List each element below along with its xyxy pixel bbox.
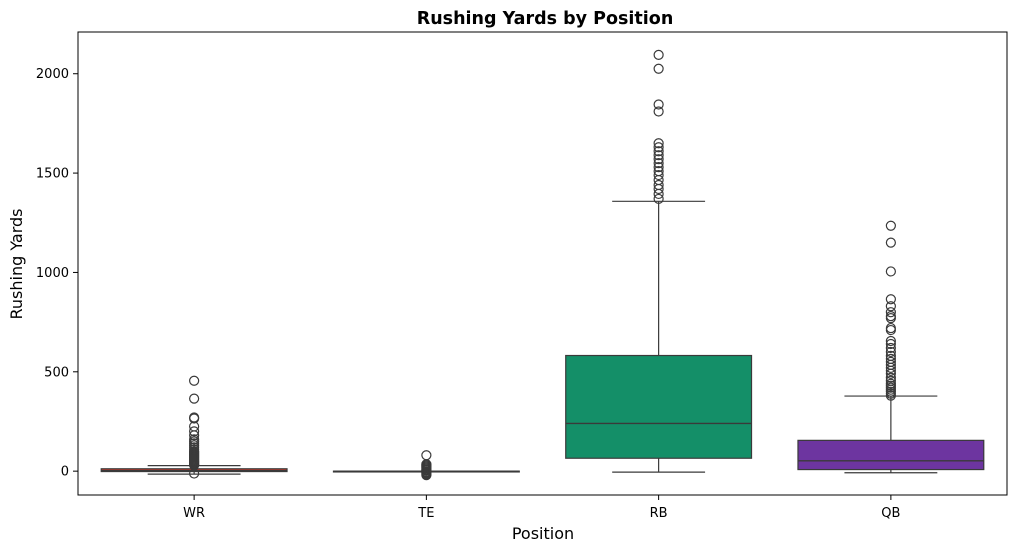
outlier-point	[421, 450, 432, 461]
outlier-point	[653, 158, 664, 169]
box-group-qb	[797, 220, 985, 474]
outlier-point	[885, 237, 896, 248]
outlier-point	[885, 266, 896, 277]
outlier-point	[653, 146, 664, 157]
outlier-point	[885, 322, 896, 334]
box-group-rb	[565, 49, 753, 473]
y-tick-label: 0	[61, 465, 69, 480]
outlier-point	[885, 375, 896, 386]
x-tick-label: TE	[417, 506, 434, 521]
outlier-point	[653, 193, 664, 205]
outlier-point	[653, 154, 664, 165]
outlier-point	[885, 372, 896, 383]
y-tick-label: 2000	[36, 67, 69, 82]
box-iqr	[797, 439, 985, 471]
outlier-point	[885, 324, 896, 336]
outlier-point	[885, 307, 896, 318]
outlier-point	[653, 49, 664, 60]
outlier-point	[189, 434, 200, 445]
outlier-point	[885, 338, 896, 350]
outlier-point	[885, 350, 896, 362]
y-tick-label: 1000	[36, 266, 69, 281]
outlier-point	[653, 169, 664, 181]
outlier-point	[653, 165, 664, 177]
outlier-point	[653, 179, 664, 191]
outlier-point	[653, 142, 664, 153]
outlier-point	[885, 220, 896, 231]
outlier-point	[885, 353, 896, 364]
plot-area	[100, 49, 985, 481]
chart-title: Rushing Yards by Position	[417, 9, 674, 29]
outlier-point	[885, 311, 896, 322]
x-tick-label: WR	[183, 506, 205, 521]
outlier-point	[189, 426, 200, 437]
outlier-point	[653, 99, 664, 110]
y-tick-label: 500	[44, 365, 69, 380]
outlier-point	[653, 162, 664, 173]
outlier-point	[653, 150, 664, 161]
x-axis-label: Position	[512, 524, 574, 543]
outlier-point	[885, 335, 896, 347]
axes: WR TE RB QB 0 500 1000 1500 2000	[36, 67, 901, 521]
outlier-point	[885, 378, 896, 389]
outlier-point	[885, 356, 896, 367]
x-tick-label: RB	[650, 506, 668, 521]
outlier-point	[653, 63, 664, 74]
outlier-point	[653, 106, 664, 117]
outlier-point	[885, 294, 896, 305]
outlier-point	[885, 342, 896, 354]
box-group-wr	[100, 375, 288, 479]
outlier-point	[885, 346, 896, 358]
plot-frame	[77, 31, 1008, 496]
outlier-point	[189, 375, 200, 386]
x-tick-label: QB	[881, 506, 900, 521]
y-tick-label: 1500	[36, 167, 69, 182]
outlier-point	[189, 393, 200, 404]
outlier-point	[189, 412, 200, 423]
outlier-point	[653, 138, 664, 149]
y-axis-label: Rushing Yards	[7, 208, 26, 319]
outlier-point	[885, 301, 896, 312]
box-group-te	[332, 450, 520, 481]
box-iqr	[565, 354, 753, 459]
